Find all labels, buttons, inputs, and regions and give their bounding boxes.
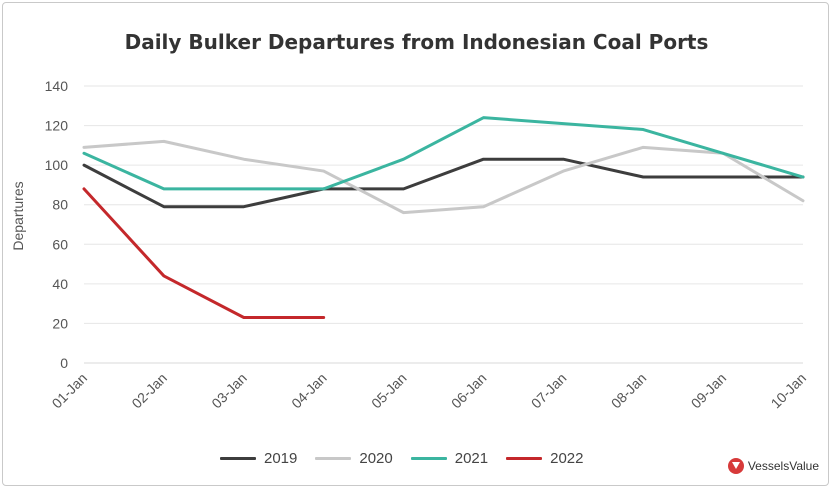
legend-label: 2019 <box>264 449 298 467</box>
legend-item-2020: 2020 <box>315 449 393 467</box>
brand-watermark: VesselsValue <box>727 458 819 474</box>
y-tick-label: 60 <box>52 236 68 252</box>
x-tick-label: 08-Jan <box>608 370 650 412</box>
legend-item-2022: 2022 <box>506 449 584 467</box>
y-tick-label: 80 <box>52 197 68 213</box>
x-tick-label: 06-Jan <box>448 370 490 412</box>
x-tick-label: 07-Jan <box>528 370 570 412</box>
legend-swatch <box>315 456 352 460</box>
legend-item-2019: 2019 <box>220 450 297 467</box>
x-tick-label: 10-Jan <box>768 370 810 412</box>
y-tick-label: 20 <box>52 315 68 331</box>
series-line-2021 <box>82 116 805 191</box>
legend-swatch <box>220 456 256 460</box>
y-tick-label: 100 <box>45 157 69 173</box>
vesselsvalue-logo-icon <box>727 458 744 474</box>
chart-legend: 2019 2020 2021 2022 <box>220 447 584 469</box>
legend-label: 2020 <box>359 449 393 467</box>
legend-label: 2022 <box>550 449 584 467</box>
legend-item-2021: 2021 <box>410 449 489 467</box>
series-line-2019 <box>82 157 805 209</box>
x-tick-label: 03-Jan <box>208 370 250 412</box>
x-tick-label: 02-Jan <box>128 370 170 412</box>
y-tick-label: 140 <box>45 78 69 94</box>
brand-label: VesselsValue <box>747 459 819 473</box>
x-tick-label: 05-Jan <box>368 370 410 412</box>
series-line-2022 <box>82 187 326 319</box>
chart-title: Daily Bulker Departures from Indonesian … <box>124 30 709 54</box>
y-tick-label: 40 <box>52 276 68 292</box>
legend-swatch <box>410 456 447 460</box>
legend-label: 2021 <box>454 449 489 467</box>
y-axis-label: Departures <box>10 181 26 250</box>
y-tick-label: 120 <box>45 118 69 134</box>
x-tick-label: 04-Jan <box>288 370 330 412</box>
series-line-2020 <box>82 139 805 215</box>
x-tick-label: 01-Jan <box>49 370 91 412</box>
x-tick-label: 09-Jan <box>688 370 730 412</box>
legend-swatch <box>506 456 543 460</box>
y-tick-label: 0 <box>60 355 68 371</box>
